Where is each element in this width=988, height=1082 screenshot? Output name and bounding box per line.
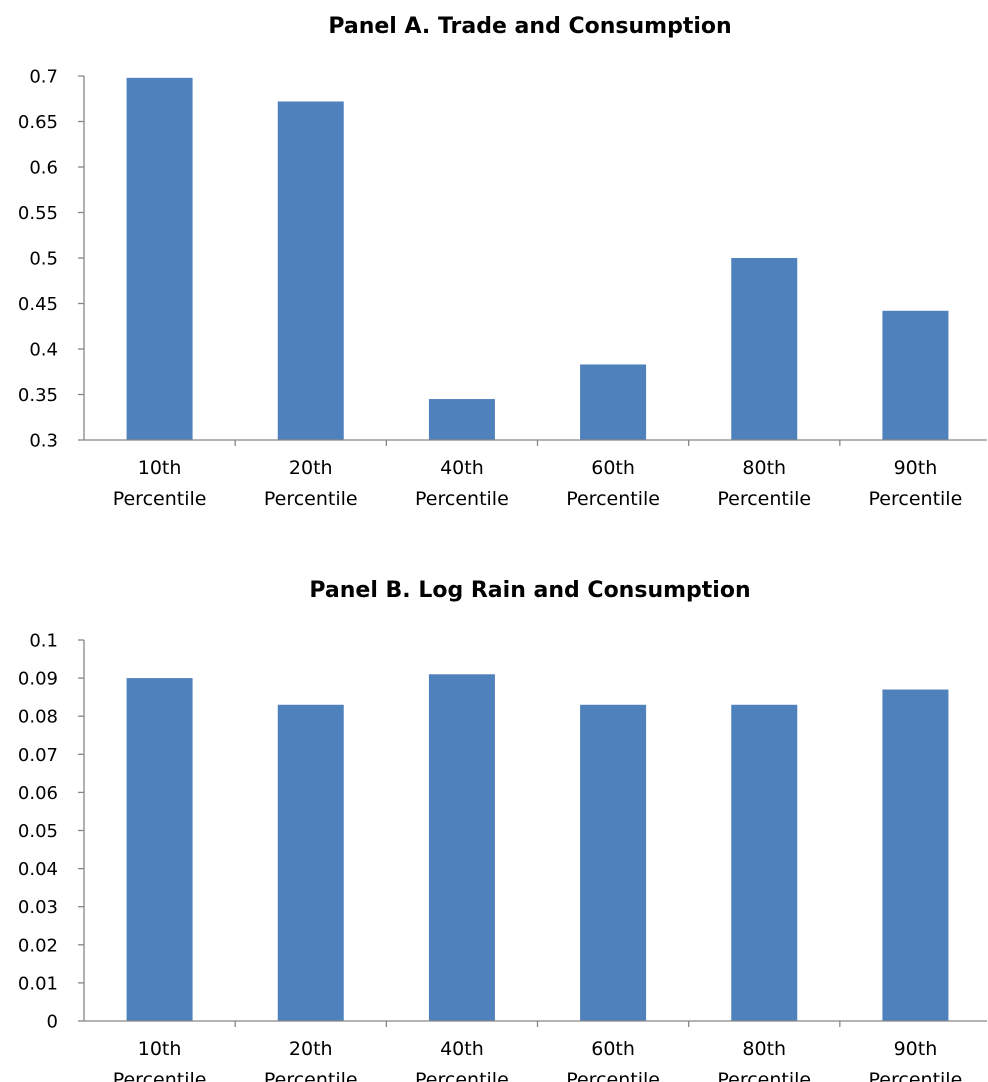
- x-tick-label: 40th Percentile: [415, 457, 509, 510]
- x-tick-label: 20th Percentile: [264, 457, 358, 510]
- x-tick-label-line1: 40th: [440, 457, 484, 479]
- x-tick-label: 60th Percentile: [566, 457, 660, 510]
- panel-b-chart: Panel B. Log Rain and Consumption 00.010…: [18, 578, 987, 1082]
- panel-a-x-tick-labels: 10th Percentile 20th Percentile 40th Percenti…: [113, 457, 963, 510]
- y-tick-label: 0.35: [18, 385, 58, 406]
- x-tick-label-line2: Percentile: [566, 1069, 660, 1082]
- x-tick-label-line1: 10th: [138, 1038, 182, 1060]
- x-tick-label-line2: Percentile: [717, 488, 811, 510]
- x-tick-label-line1: 90th: [894, 1038, 938, 1060]
- bar: [126, 77, 193, 440]
- y-tick-label: 0.08: [18, 707, 58, 728]
- panel-b-title: Panel B. Log Rain and Consumption: [309, 578, 750, 603]
- bar: [277, 704, 344, 1021]
- panel-a-chart: Panel A. Trade and Consumption 0.30.350.…: [18, 14, 987, 510]
- x-tick-label-line1: 80th: [742, 1038, 786, 1060]
- y-tick-label: 0.06: [18, 783, 58, 804]
- x-tick-label-line1: 80th: [742, 457, 786, 479]
- bar: [126, 678, 193, 1021]
- x-tick-label: 80th Percentile: [717, 1038, 811, 1082]
- bar: [277, 101, 344, 440]
- panel-a-bars: [126, 77, 949, 440]
- y-tick-label: 0.01: [18, 973, 58, 994]
- x-tick-label-line2: Percentile: [717, 1069, 811, 1082]
- panel-b-x-tick-labels: 10th Percentile 20th Percentile 40th Percenti…: [113, 1038, 963, 1082]
- y-tick-label: 0: [47, 1012, 58, 1033]
- x-tick-label-line2: Percentile: [415, 1069, 509, 1082]
- x-tick-label: 90th Percentile: [869, 1038, 963, 1082]
- bar: [428, 399, 495, 440]
- x-tick-label: 60th Percentile: [566, 1038, 660, 1082]
- bar: [882, 689, 949, 1021]
- panel-b-axes: [78, 639, 987, 1027]
- panel-a-title: Panel A. Trade and Consumption: [328, 14, 731, 39]
- x-tick-label-line1: 10th: [138, 457, 182, 479]
- x-tick-label-line2: Percentile: [869, 488, 963, 510]
- y-tick-label: 0.55: [18, 203, 58, 224]
- y-tick-label: 0.03: [18, 897, 58, 918]
- bar: [731, 258, 798, 440]
- x-tick-label-line2: Percentile: [264, 1069, 358, 1082]
- y-tick-label: 0.6: [29, 158, 58, 179]
- x-tick-label-line1: 20th: [289, 1038, 333, 1060]
- y-tick-label: 0.65: [18, 112, 58, 133]
- y-tick-label: 0.3: [29, 431, 58, 452]
- panel-b-bars: [126, 674, 949, 1021]
- panel-a-axes: [78, 75, 987, 446]
- x-tick-label: 10th Percentile: [113, 457, 207, 510]
- x-tick-label-line2: Percentile: [264, 488, 358, 510]
- panel-b-y-tick-labels: 0 0.01 0.02 0.03 0.04 0.05 0.06 0.07 0.08 0.09 0.1: [18, 631, 58, 1033]
- y-tick-label: 0.04: [18, 859, 58, 880]
- y-tick-label: 0.1: [29, 631, 58, 652]
- x-tick-label: 20th Percentile: [264, 1038, 358, 1082]
- x-tick-label-line1: 60th: [591, 1038, 635, 1060]
- y-tick-label: 0.4: [29, 340, 58, 361]
- x-tick-label-line2: Percentile: [415, 488, 509, 510]
- x-tick-label-line2: Percentile: [566, 488, 660, 510]
- x-tick-label-line1: 40th: [440, 1038, 484, 1060]
- x-tick-label-line1: 60th: [591, 457, 635, 479]
- x-tick-label-line1: 90th: [894, 457, 938, 479]
- y-tick-label: 0.09: [18, 669, 58, 690]
- bar: [882, 310, 949, 440]
- bar: [580, 704, 647, 1021]
- y-tick-label: 0.7: [29, 67, 58, 88]
- y-tick-label: 0.5: [29, 249, 58, 270]
- x-tick-label-line2: Percentile: [869, 1069, 963, 1082]
- bar: [428, 674, 495, 1021]
- x-tick-label-line2: Percentile: [113, 1069, 207, 1082]
- bar: [731, 704, 798, 1021]
- x-tick-label-line1: 20th: [289, 457, 333, 479]
- y-tick-label: 0.02: [18, 935, 58, 956]
- x-tick-label: 40th Percentile: [415, 1038, 509, 1082]
- panel-a-y-tick-labels: 0.3 0.35 0.4 0.45 0.5 0.55 0.6 0.65 0.7: [18, 67, 58, 452]
- x-tick-label-line2: Percentile: [113, 488, 207, 510]
- x-tick-label: 80th Percentile: [717, 457, 811, 510]
- bar: [580, 364, 647, 440]
- y-tick-label: 0.45: [18, 294, 58, 315]
- x-tick-label: 90th Percentile: [869, 457, 963, 510]
- x-tick-label: 10th Percentile: [113, 1038, 207, 1082]
- y-tick-label: 0.07: [18, 745, 58, 766]
- y-tick-label: 0.05: [18, 821, 58, 842]
